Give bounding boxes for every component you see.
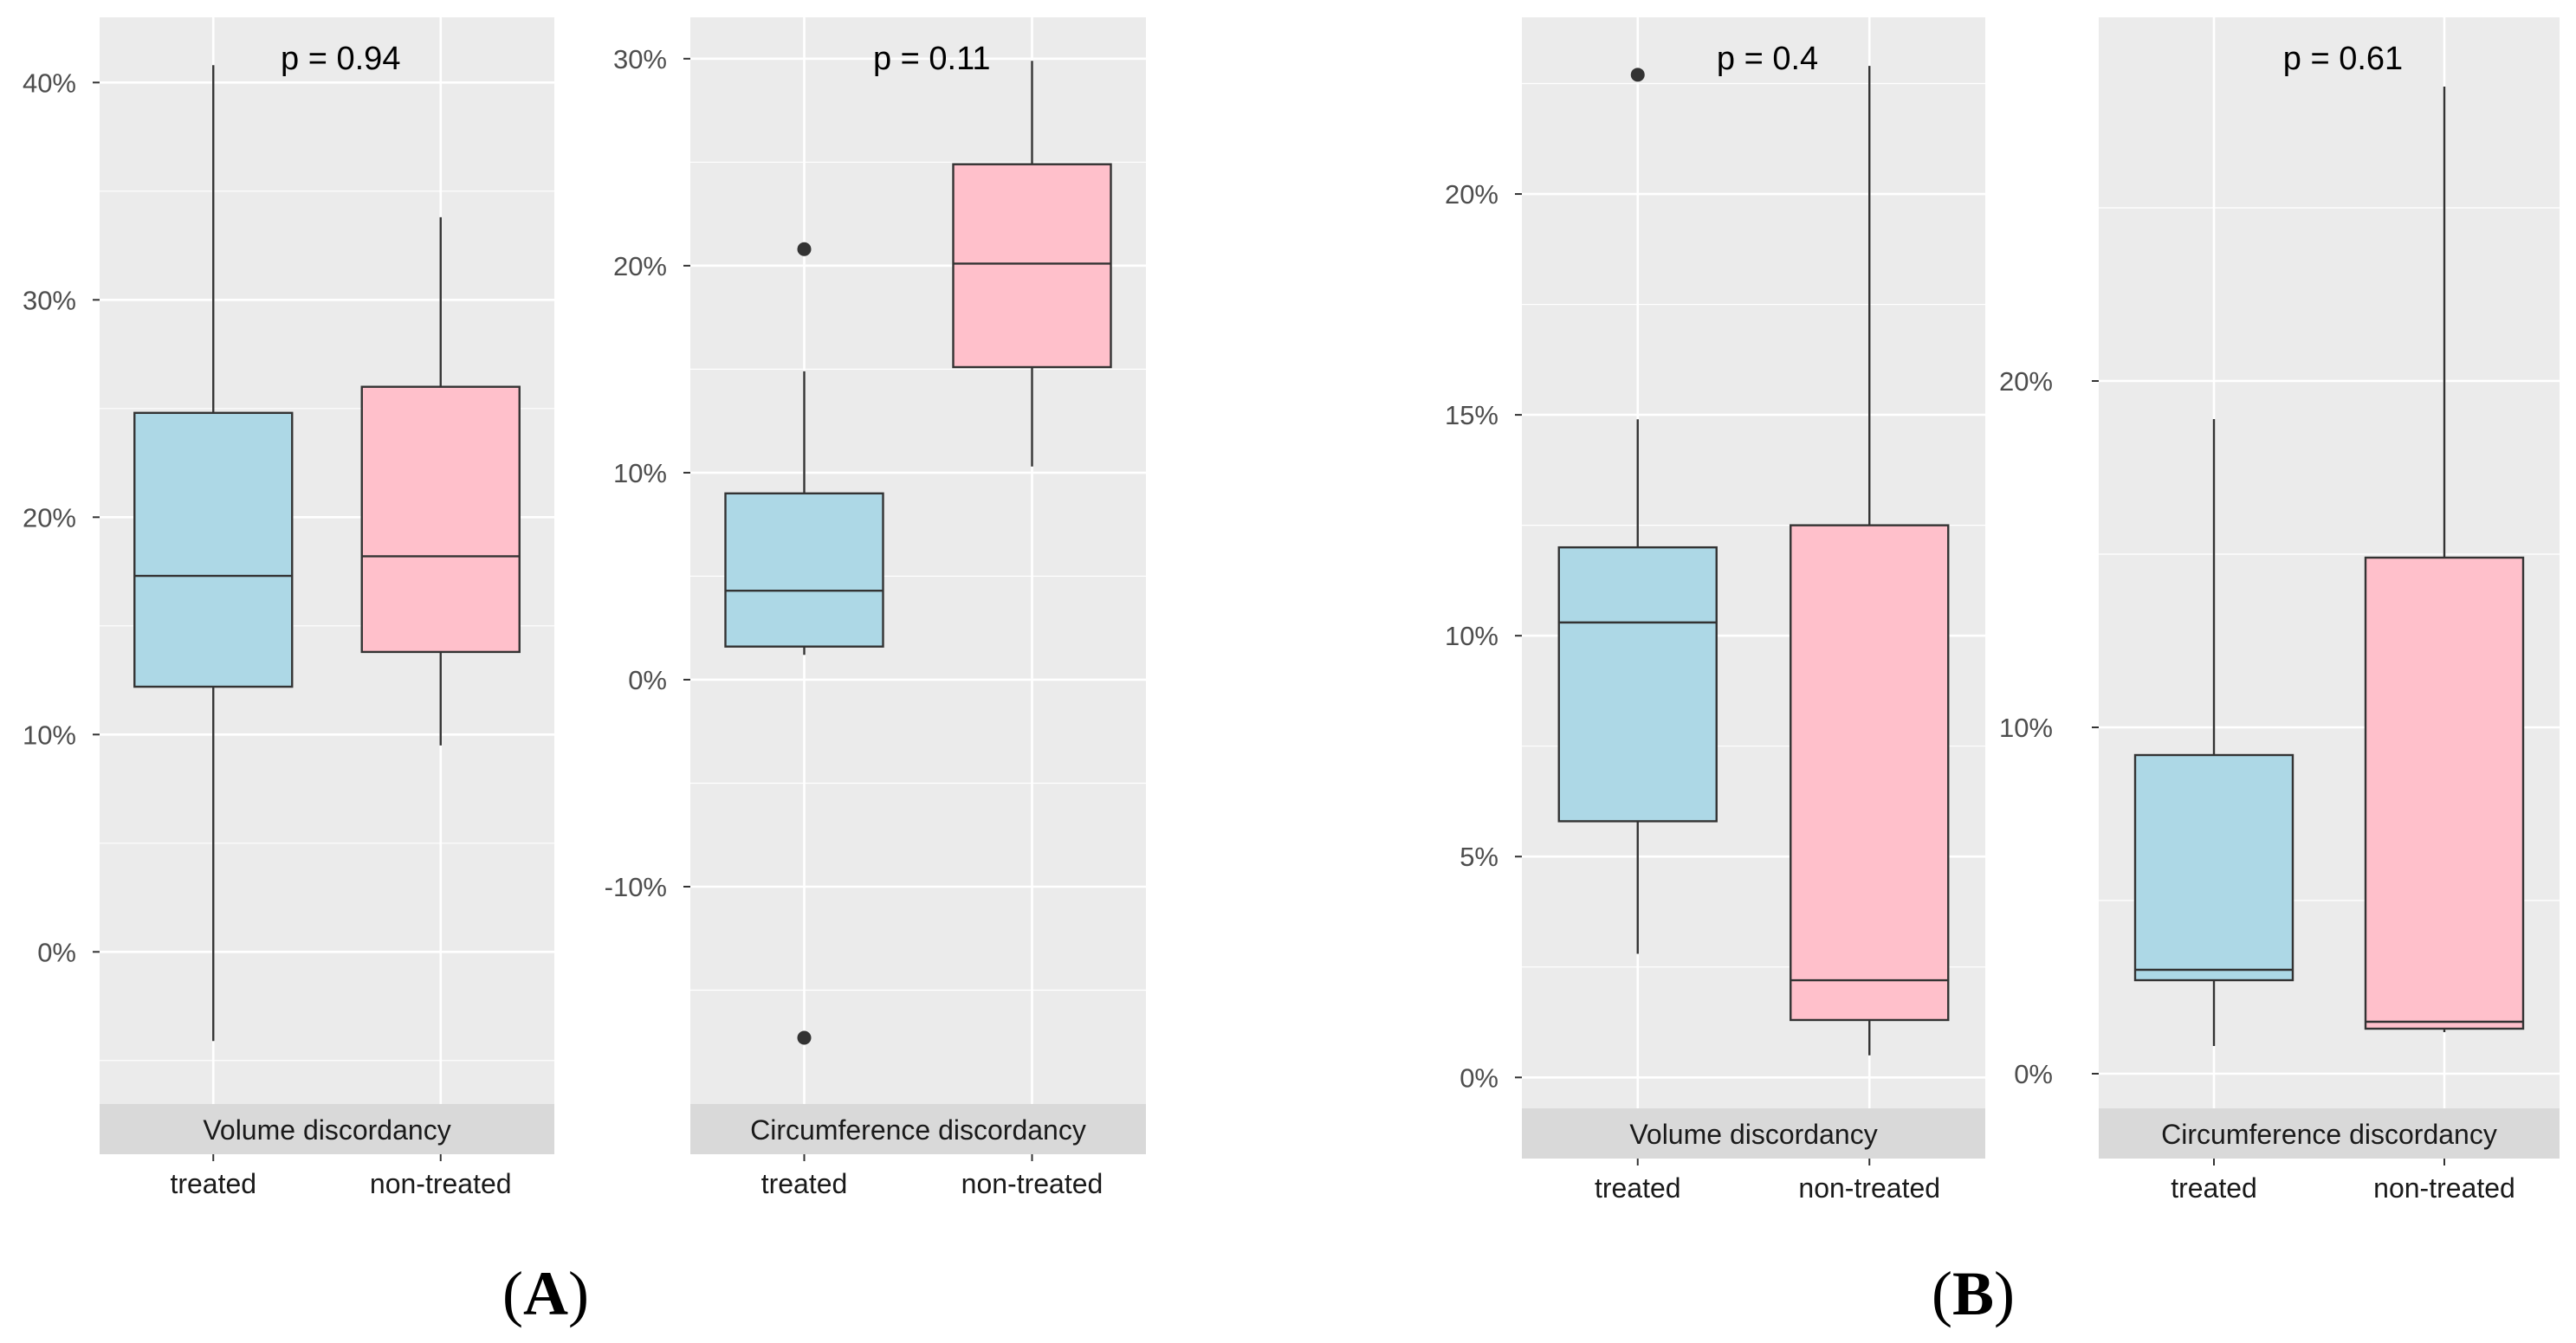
y-tick-label: 20%: [613, 251, 667, 281]
facet-strip-label: Circumference discordancy: [2161, 1119, 2497, 1150]
box-iqr: [1790, 524, 1950, 1022]
p-value-annotation: p = 0.61: [2283, 41, 2403, 77]
box-treated: [2133, 419, 2294, 1046]
box-non-treated: [2364, 87, 2525, 1032]
facet-strip: [690, 1104, 1146, 1154]
x-tick-label: treated: [170, 1168, 256, 1199]
facet-strip-label: Volume discordancy: [203, 1114, 450, 1146]
outlier-point: [797, 242, 812, 256]
box-iqr: [952, 163, 1112, 369]
figure-label-a: (A): [502, 1259, 589, 1328]
y-tick-label: 10%: [23, 720, 76, 750]
x-tick-label: non-treated: [961, 1168, 1104, 1199]
box-iqr: [133, 411, 294, 688]
x-tick-label: non-treated: [2373, 1172, 2515, 1204]
y-tick-label: 20%: [23, 502, 76, 533]
boxplot-panel-a-1: -10% 0% 10% 20% 30% p = 0.11 Circumference dis…: [605, 17, 1146, 1199]
y-tick-label: 0%: [1460, 1062, 1498, 1093]
facet-strip: [1522, 1108, 1985, 1159]
boxplot-panel-a-0: 0% 10% 20% 30% 40% p = 0.94 Volume discordancy…: [23, 17, 554, 1199]
box-iqr: [360, 385, 521, 654]
y-tick-label: 10%: [1445, 621, 1498, 651]
y-tick-label: 10%: [1999, 713, 2053, 743]
p-value-annotation: p = 0.94: [281, 41, 400, 77]
box-iqr: [2364, 556, 2525, 1030]
outlier-point: [1630, 68, 1645, 82]
outlier-point: [797, 1030, 812, 1045]
box-treated: [133, 65, 294, 1042]
box-treated: [724, 242, 884, 1045]
y-tick-label: 10%: [613, 458, 667, 488]
figure-label-b: (B): [1932, 1259, 2015, 1328]
y-tick-label: 0%: [2014, 1059, 2053, 1089]
box-iqr: [2133, 753, 2294, 982]
box-non-treated: [360, 216, 521, 746]
box-iqr: [1557, 546, 1718, 823]
y-tick-label: 0%: [37, 937, 76, 967]
y-tick-label: -10%: [605, 872, 667, 902]
y-tick-label: 40%: [23, 68, 76, 98]
y-tick-label: 30%: [23, 285, 76, 315]
y-tick-label: 5%: [1460, 842, 1498, 872]
panels: 0% 10% 20% 30% 40% p = 0.94 Volume discordancy…: [23, 17, 2560, 1204]
x-tick-label: non-treated: [1798, 1172, 1940, 1204]
p-value-annotation: p = 0.4: [1717, 41, 1818, 77]
facet-strip-label: Circumference discordancy: [750, 1114, 1086, 1146]
y-tick-label: 20%: [1999, 366, 2053, 397]
boxplot-panel-b-2: 0% 5% 10% 15% 20% p = 0.4 Volume discordancy tr…: [1445, 17, 1985, 1204]
box-non-treated: [952, 61, 1112, 467]
boxplot-panel-b-3: 0% 10% 20% p = 0.61 Circumference discordanc…: [1999, 17, 2560, 1204]
y-tick-label: 15%: [1445, 400, 1498, 430]
box-treated: [1557, 68, 1718, 954]
box-iqr: [724, 492, 884, 648]
x-tick-label: treated: [1595, 1172, 1681, 1204]
y-tick-label: 20%: [1445, 179, 1498, 210]
box-non-treated: [1790, 66, 1950, 1056]
y-tick-label: 0%: [628, 665, 667, 695]
x-tick-label: non-treated: [370, 1168, 512, 1199]
y-tick-label: 30%: [613, 44, 667, 74]
x-tick-label: treated: [2171, 1172, 2257, 1204]
facet-strip-label: Volume discordancy: [1629, 1119, 1877, 1150]
facet-strip: [2099, 1108, 2560, 1159]
facet-strip: [100, 1104, 554, 1154]
p-value-annotation: p = 0.11: [873, 41, 991, 77]
x-tick-label: treated: [761, 1168, 848, 1199]
